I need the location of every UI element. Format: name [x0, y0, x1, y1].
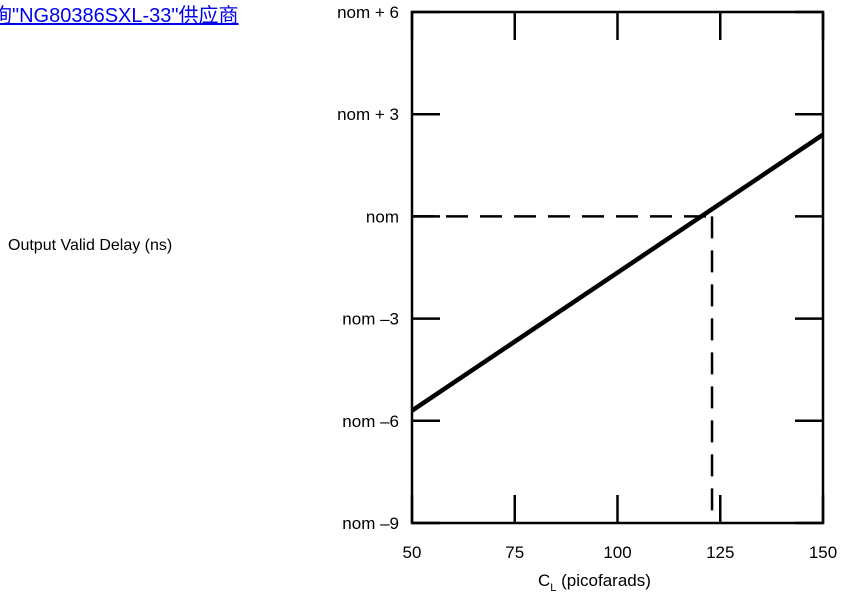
x-tick-label: 150 [809, 543, 837, 562]
x-axis-label-subscript: L [550, 582, 556, 594]
y-tick-label: nom + 6 [337, 3, 399, 22]
x-axis-label: CL (picofarads) [538, 571, 651, 594]
y-tick-label: nom –6 [342, 412, 399, 431]
y-tick-label: nom –3 [342, 310, 399, 329]
x-tick-label: 75 [505, 543, 524, 562]
delay-series-line [410, 132, 825, 413]
x-axis-label-main: C [538, 571, 550, 590]
x-axis-label-rest: (picofarads) [556, 571, 650, 590]
supplier-search-link[interactable]: 询"NG80386SXL-33"供应商 [0, 5, 239, 27]
y-axis-label: Output Valid Delay (ns) [8, 237, 173, 254]
y-tick-label: nom –9 [342, 514, 399, 533]
y-tick-label: nom [366, 207, 399, 226]
x-tick-label: 125 [706, 543, 734, 562]
x-tick-label: 50 [403, 543, 422, 562]
plot-frame [410, 10, 825, 525]
y-tick-label: nom + 3 [337, 105, 399, 124]
x-tick-label: 100 [603, 543, 631, 562]
